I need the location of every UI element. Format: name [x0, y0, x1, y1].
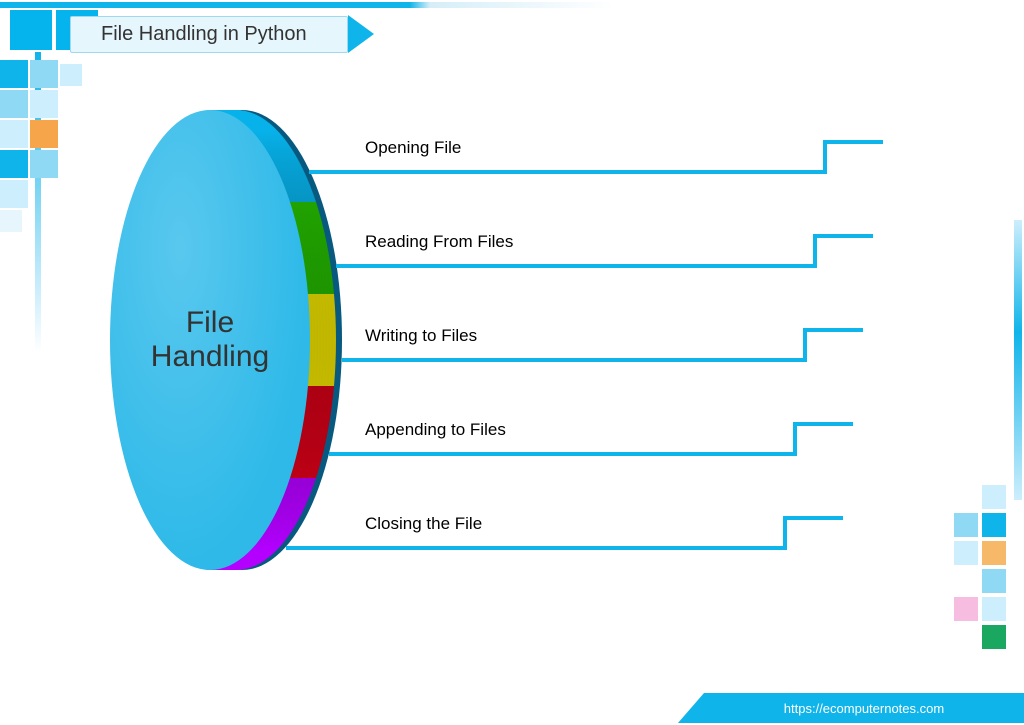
deco-square — [982, 597, 1006, 621]
diagram: FileHandling Opening File Reading From Fi… — [110, 100, 920, 640]
deco-square — [982, 541, 1006, 565]
callout-underline — [342, 358, 805, 362]
callout-label: Writing to Files — [365, 326, 477, 346]
deco-square — [982, 625, 1006, 649]
deco-square — [0, 150, 28, 178]
callout-bracket — [783, 516, 787, 550]
callout-label: Opening File — [365, 138, 461, 158]
callout-bracket — [813, 234, 817, 268]
callout-underline — [286, 546, 785, 550]
callout-tick — [813, 234, 873, 238]
disc-face: FileHandling — [110, 110, 310, 570]
callout-underline — [336, 264, 815, 268]
right-vertical-bar — [1014, 220, 1022, 500]
callout-label: Reading From Files — [365, 232, 513, 252]
deco-square — [954, 513, 978, 537]
header-block-1 — [10, 10, 52, 50]
callout-tick — [823, 140, 883, 144]
header-top-line — [0, 2, 1024, 8]
callout-bracket — [803, 328, 807, 362]
deco-square — [30, 150, 58, 178]
disc-3d: FileHandling — [110, 110, 350, 580]
footer-bar: https://ecomputernotes.com — [704, 693, 1024, 723]
deco-square — [982, 485, 1006, 509]
deco-square — [0, 60, 28, 88]
deco-square — [30, 90, 58, 118]
callout-tick — [783, 516, 843, 520]
callout-tick — [803, 328, 863, 332]
callout-bracket — [793, 422, 797, 456]
disc-label: FileHandling — [151, 306, 269, 374]
banner-tail — [348, 15, 374, 53]
deco-bottom-right — [942, 485, 1022, 665]
callout-underline — [309, 170, 825, 174]
deco-square — [0, 120, 28, 148]
deco-square — [60, 64, 82, 86]
deco-square — [954, 541, 978, 565]
deco-square — [982, 569, 1006, 593]
deco-square — [0, 210, 22, 232]
deco-square — [954, 597, 978, 621]
deco-square — [0, 90, 28, 118]
deco-square — [0, 180, 28, 208]
title-banner: File Handling in Python — [70, 15, 374, 53]
deco-square — [30, 120, 58, 148]
callout-underline — [329, 452, 795, 456]
callout-bracket — [823, 140, 827, 174]
deco-square — [982, 513, 1006, 537]
page-title: File Handling in Python — [70, 16, 348, 53]
callout-tick — [793, 422, 853, 426]
footer-url: https://ecomputernotes.com — [784, 701, 944, 716]
callout-label: Closing the File — [365, 514, 482, 534]
deco-square — [30, 60, 58, 88]
callout-label: Appending to Files — [365, 420, 506, 440]
